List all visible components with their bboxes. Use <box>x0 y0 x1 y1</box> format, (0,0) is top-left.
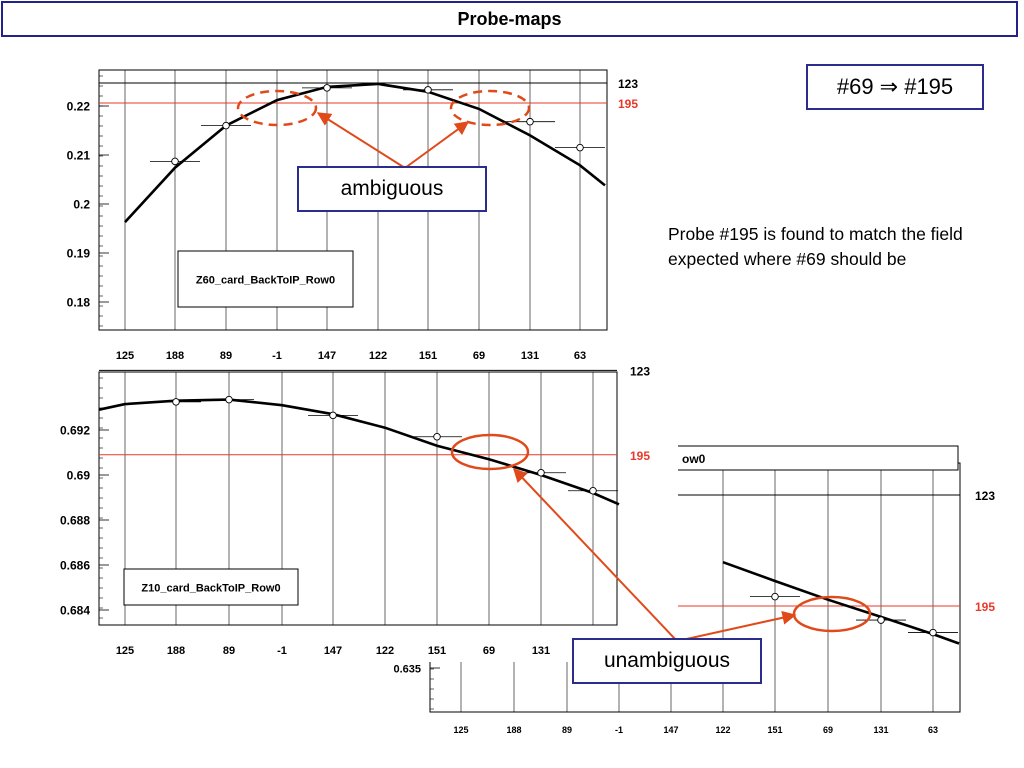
x-tick-label: 131 <box>532 645 550 657</box>
x-tick-label: 122 <box>369 350 387 362</box>
x-tick-label: 147 <box>318 350 336 362</box>
x-tick-label: 131 <box>521 350 539 362</box>
unambiguous-label: unambiguous <box>572 638 762 684</box>
x-tick-label: 188 <box>166 350 184 362</box>
y-tick-label: 0.688 <box>60 514 90 528</box>
x-tick-label: 63 <box>574 350 586 362</box>
ref-label-195: 195 <box>630 449 650 463</box>
data-point <box>222 121 230 130</box>
fit-curve <box>124 82 606 223</box>
x-tick-label: 122 <box>715 725 730 735</box>
ambiguous-arrow-right <box>404 121 470 169</box>
x-tick-label: 188 <box>167 645 185 657</box>
x-tick-label: 69 <box>483 645 495 657</box>
data-point <box>771 592 779 601</box>
data-point <box>526 117 534 126</box>
x-tick-label: 89 <box>562 725 572 735</box>
y-tick-label: 0.692 <box>60 424 90 438</box>
y-tick-label: 0.2 <box>73 198 90 212</box>
data-point <box>877 616 885 624</box>
annotations <box>236 89 872 641</box>
fit-curve <box>722 560 960 645</box>
data-point <box>171 157 179 166</box>
x-tick-label: 147 <box>663 725 678 735</box>
y-tick-label: 0.19 <box>67 247 91 261</box>
x-tick-label: 122 <box>376 645 394 657</box>
legend-label: Z10_card_BackToIP_Row0 <box>141 583 280 595</box>
x-tick-label: -1 <box>272 350 282 362</box>
data-point <box>323 84 331 92</box>
y-tick-label: 0.69 <box>67 469 91 483</box>
y-tick-label: 0.22 <box>67 100 91 114</box>
x-tick-label: -1 <box>615 725 623 735</box>
page-title: Probe-maps <box>1 1 1018 37</box>
fit-curve <box>98 398 620 506</box>
y-tick-label: 0.684 <box>60 604 90 618</box>
explanation-note: Probe #195 is found to match the field e… <box>668 224 963 269</box>
x-tick-label: -1 <box>277 645 287 657</box>
y-tick-label: 0.18 <box>67 296 91 310</box>
unambiguous-arrow-lower <box>681 610 797 641</box>
legend-fragment-label: ow0 <box>682 452 706 466</box>
x-tick-label: 125 <box>453 725 468 735</box>
data-point <box>172 398 180 406</box>
ref-label-123: 123 <box>975 489 995 503</box>
legend-box <box>177 250 354 308</box>
mapping-box: #69 ⇒ #195 <box>806 64 984 110</box>
ref-label-195: 195 <box>975 600 995 614</box>
x-tick-label: 125 <box>116 350 134 362</box>
x-tick-label: 151 <box>428 645 446 657</box>
y-tick-label: 0.635 <box>393 664 421 676</box>
x-tick-label: 125 <box>116 645 134 657</box>
data-point <box>433 433 441 441</box>
unambiguous-arrow-upper <box>513 467 677 641</box>
x-tick-label: 151 <box>419 350 437 362</box>
data-point <box>576 143 584 152</box>
chart-panel-2: 0.684 0.686 0.688 0.69 0.692 125 188 89 -1 147 122… <box>60 364 678 662</box>
x-tick-label: 69 <box>473 350 485 362</box>
y-tick-label: 0.21 <box>67 149 91 163</box>
x-tick-label: 63 <box>928 725 938 735</box>
x-tick-label: 147 <box>324 645 342 657</box>
x-tick-label: 89 <box>223 645 235 657</box>
data-point <box>929 628 937 637</box>
ref-label-123: 123 <box>618 77 638 91</box>
data-point <box>225 395 233 404</box>
legend-box-fragment <box>675 445 959 471</box>
x-tick-label: 131 <box>873 725 888 735</box>
ambiguous-label: ambiguous <box>297 166 487 212</box>
y-tick-label: 0.686 <box>60 559 90 573</box>
unambiguous-ellipse-upper <box>450 433 530 471</box>
x-tick-label: 89 <box>220 350 232 362</box>
ref-label-123: 123 <box>630 364 650 378</box>
data-point <box>329 411 337 420</box>
legend-box <box>123 568 299 606</box>
ambiguous-ellipse-left <box>236 89 318 127</box>
chart-panel-1: 0.18 0.19 0.2 0.21 0.22 125 188 89 -1 147 122 151 69… <box>67 69 638 362</box>
ref-label-195: 195 <box>618 97 638 111</box>
x-tick-label: 188 <box>506 725 521 735</box>
ambiguous-arrow-left <box>316 112 406 169</box>
x-tick-label: 69 <box>823 725 833 735</box>
ambiguous-ellipse-right <box>449 89 531 127</box>
x-tick-label: 151 <box>767 725 782 735</box>
legend-label: Z60_card_BackToIP_Row0 <box>196 275 335 287</box>
data-point <box>537 469 545 477</box>
data-point <box>424 86 432 94</box>
data-point <box>589 487 597 495</box>
